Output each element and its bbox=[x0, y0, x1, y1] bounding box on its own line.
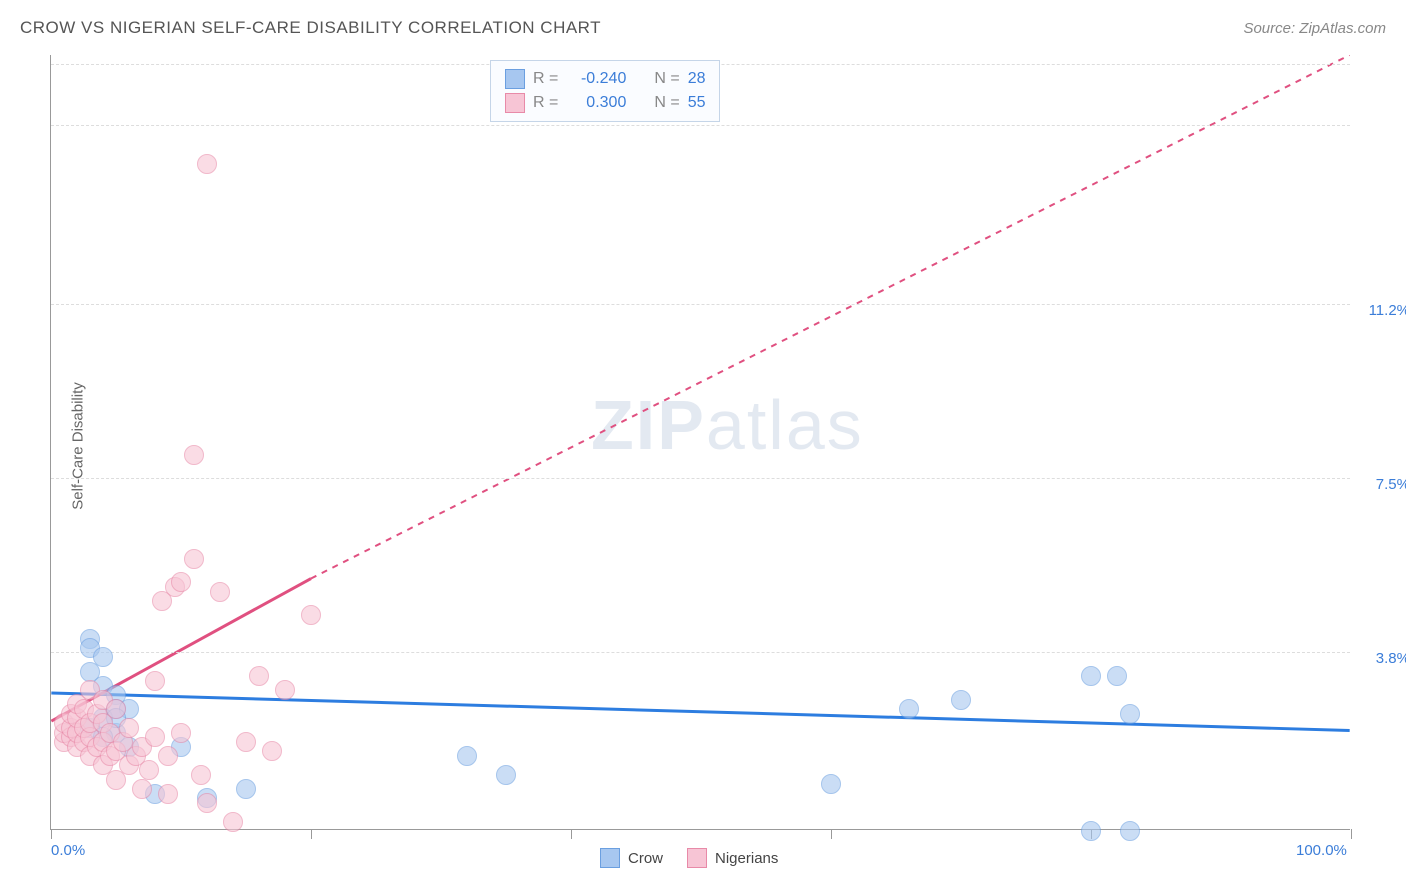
legend-n-label: N = bbox=[654, 70, 679, 88]
x-tick bbox=[571, 829, 572, 839]
gridline-horizontal bbox=[51, 478, 1350, 479]
data-point bbox=[132, 779, 152, 799]
data-point bbox=[171, 572, 191, 592]
data-point bbox=[158, 784, 178, 804]
data-point bbox=[951, 690, 971, 710]
data-point bbox=[191, 765, 211, 785]
data-point bbox=[262, 741, 282, 761]
legend-n-value: 28 bbox=[688, 70, 706, 88]
data-point bbox=[821, 774, 841, 794]
data-point bbox=[197, 793, 217, 813]
legend-r-label: R = bbox=[533, 70, 558, 88]
x-tick bbox=[1351, 829, 1352, 839]
data-point bbox=[158, 746, 178, 766]
data-point bbox=[145, 727, 165, 747]
source-attribution: Source: ZipAtlas.com bbox=[1243, 20, 1386, 37]
gridline-horizontal bbox=[51, 304, 1350, 305]
legend-correlation-box: R = -0.240 N = 28 R = 0.300 N = 55 bbox=[490, 60, 720, 122]
scatter-plot-area: ZIPatlas 3.8%7.5%11.2%0.0%100.0% bbox=[50, 55, 1350, 830]
data-point bbox=[1107, 666, 1127, 686]
data-point bbox=[197, 154, 217, 174]
legend-swatch bbox=[505, 93, 525, 113]
legend-series-item: Nigerians bbox=[687, 848, 778, 868]
data-point bbox=[249, 666, 269, 686]
data-point bbox=[171, 723, 191, 743]
data-point bbox=[1120, 704, 1140, 724]
x-tick bbox=[831, 829, 832, 839]
legend-series-label: Crow bbox=[628, 850, 663, 867]
legend-series-item: Crow bbox=[600, 848, 663, 868]
data-point bbox=[1081, 666, 1101, 686]
x-tick-label: 0.0% bbox=[51, 842, 85, 859]
data-point bbox=[106, 699, 126, 719]
y-tick-label: 7.5% bbox=[1376, 476, 1406, 493]
data-point bbox=[236, 779, 256, 799]
legend-correlation-row: R = -0.240 N = 28 bbox=[505, 67, 705, 91]
legend-r-value: -0.240 bbox=[566, 70, 626, 88]
legend-swatch bbox=[505, 69, 525, 89]
data-point bbox=[1081, 821, 1101, 841]
data-point bbox=[496, 765, 516, 785]
data-point bbox=[139, 760, 159, 780]
data-point bbox=[184, 445, 204, 465]
data-point bbox=[1120, 821, 1140, 841]
legend-swatch bbox=[687, 848, 707, 868]
data-point bbox=[223, 812, 243, 832]
y-tick-label: 3.8% bbox=[1376, 650, 1406, 667]
legend-n-value: 55 bbox=[688, 94, 706, 112]
x-tick-label: 100.0% bbox=[1296, 842, 1347, 859]
regression-lines bbox=[51, 55, 1350, 829]
legend-r-label: R = bbox=[533, 94, 558, 112]
legend-r-value: 0.300 bbox=[566, 94, 626, 112]
chart-title: CROW VS NIGERIAN SELF-CARE DISABILITY CO… bbox=[20, 18, 601, 38]
data-point bbox=[275, 680, 295, 700]
data-point bbox=[899, 699, 919, 719]
gridline-horizontal bbox=[51, 652, 1350, 653]
data-point bbox=[301, 605, 321, 625]
data-point bbox=[457, 746, 477, 766]
legend-n-label: N = bbox=[654, 94, 679, 112]
x-tick bbox=[51, 829, 52, 839]
legend-bottom: Crow Nigerians bbox=[600, 848, 778, 868]
data-point bbox=[80, 662, 100, 682]
legend-swatch bbox=[600, 848, 620, 868]
gridline-horizontal bbox=[51, 125, 1350, 126]
y-tick-label: 11.2% bbox=[1369, 302, 1406, 319]
data-point bbox=[210, 582, 230, 602]
data-point bbox=[236, 732, 256, 752]
legend-series-label: Nigerians bbox=[715, 850, 778, 867]
data-point bbox=[145, 671, 165, 691]
data-point bbox=[184, 549, 204, 569]
x-tick bbox=[311, 829, 312, 839]
data-point bbox=[119, 718, 139, 738]
watermark-logo: ZIPatlas bbox=[591, 385, 864, 465]
legend-correlation-row: R = 0.300 N = 55 bbox=[505, 91, 705, 115]
